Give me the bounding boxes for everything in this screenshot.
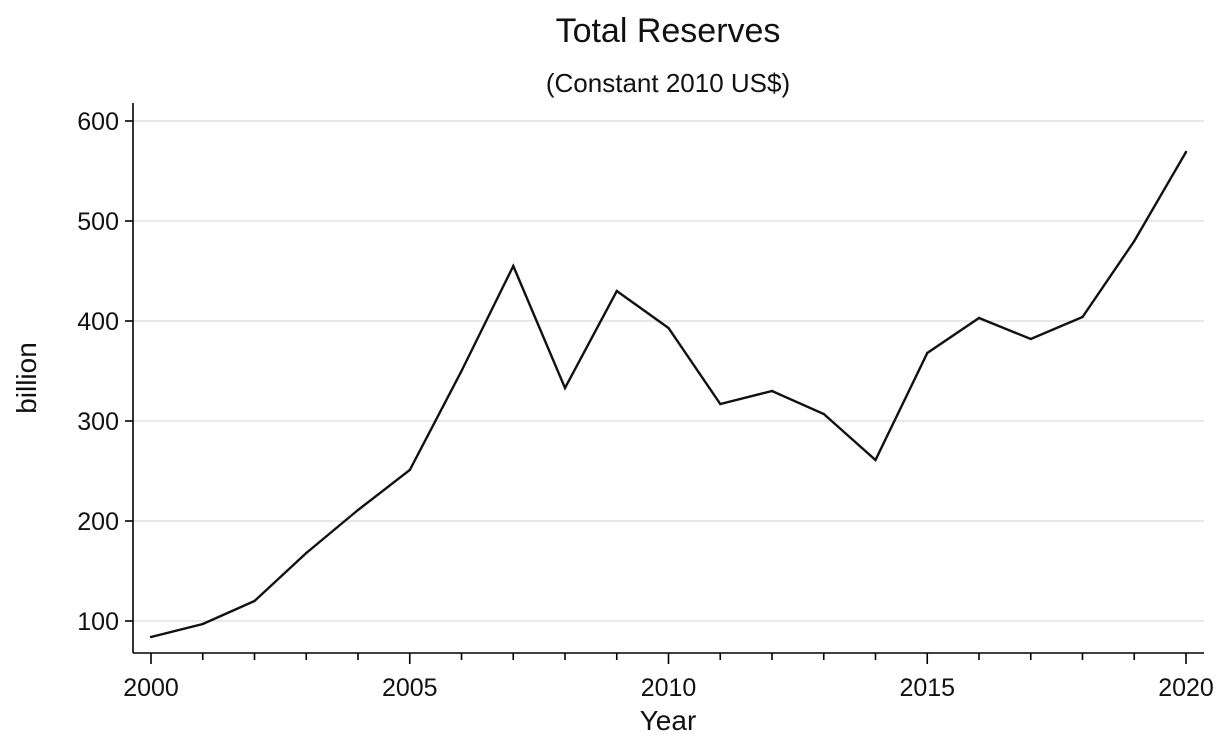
y-gridlines (133, 120, 1204, 622)
series-line-0 (150, 151, 1188, 639)
data-point-2004 (356, 508, 360, 512)
y-axis-ticks: 100 200 300 400 500 600 (77, 108, 133, 636)
data-point-2001 (201, 622, 204, 626)
data-point-2013 (822, 412, 825, 416)
x-tick-label-2000: 2000 (123, 674, 179, 702)
axes (132, 103, 1204, 654)
data-point-2008 (563, 386, 567, 390)
data-point-2014 (874, 458, 877, 462)
data-point-2016 (977, 316, 981, 320)
data-point-2003 (305, 551, 308, 555)
x-tick-label-2005: 2005 (382, 674, 438, 702)
chart-title: Total Reserves (556, 12, 781, 50)
data-point-2012 (770, 389, 774, 393)
data-point-2000 (149, 635, 153, 639)
x-tick-label-2020: 2020 (1158, 674, 1214, 702)
y-tick-label-200: 200 (77, 508, 119, 536)
y-axis-label: billion (11, 342, 42, 414)
data-point-2015 (926, 351, 929, 355)
data-point-2007 (512, 264, 515, 268)
data-point-2010 (667, 326, 670, 330)
chart-subtitle: (Constant 2010 US$) (546, 68, 790, 98)
y-tick-label-500: 500 (77, 208, 119, 236)
data-point-2020 (1184, 150, 1188, 154)
y-tick-label-100: 100 (77, 608, 119, 636)
x-tick-label-2015: 2015 (899, 674, 955, 702)
data-point-2006 (460, 369, 463, 373)
data-point-2018 (1081, 315, 1084, 319)
data-point-2009 (615, 289, 618, 293)
x-axis-label: Year (640, 705, 697, 736)
data-point-2017 (1029, 337, 1032, 341)
y-tick-label-600: 600 (77, 108, 119, 136)
x-tick-label-2010: 2010 (641, 674, 697, 702)
x-axis-ticks: 2000 2005 2010 2015 2020 (123, 653, 1214, 702)
series-layer (149, 150, 1188, 639)
y-tick-label-400: 400 (77, 308, 119, 336)
data-point-2002 (253, 599, 256, 603)
data-point-2011 (719, 402, 722, 406)
y-tick-label-300: 300 (77, 408, 119, 436)
data-point-2005 (408, 468, 411, 472)
data-point-2019 (1133, 239, 1136, 243)
